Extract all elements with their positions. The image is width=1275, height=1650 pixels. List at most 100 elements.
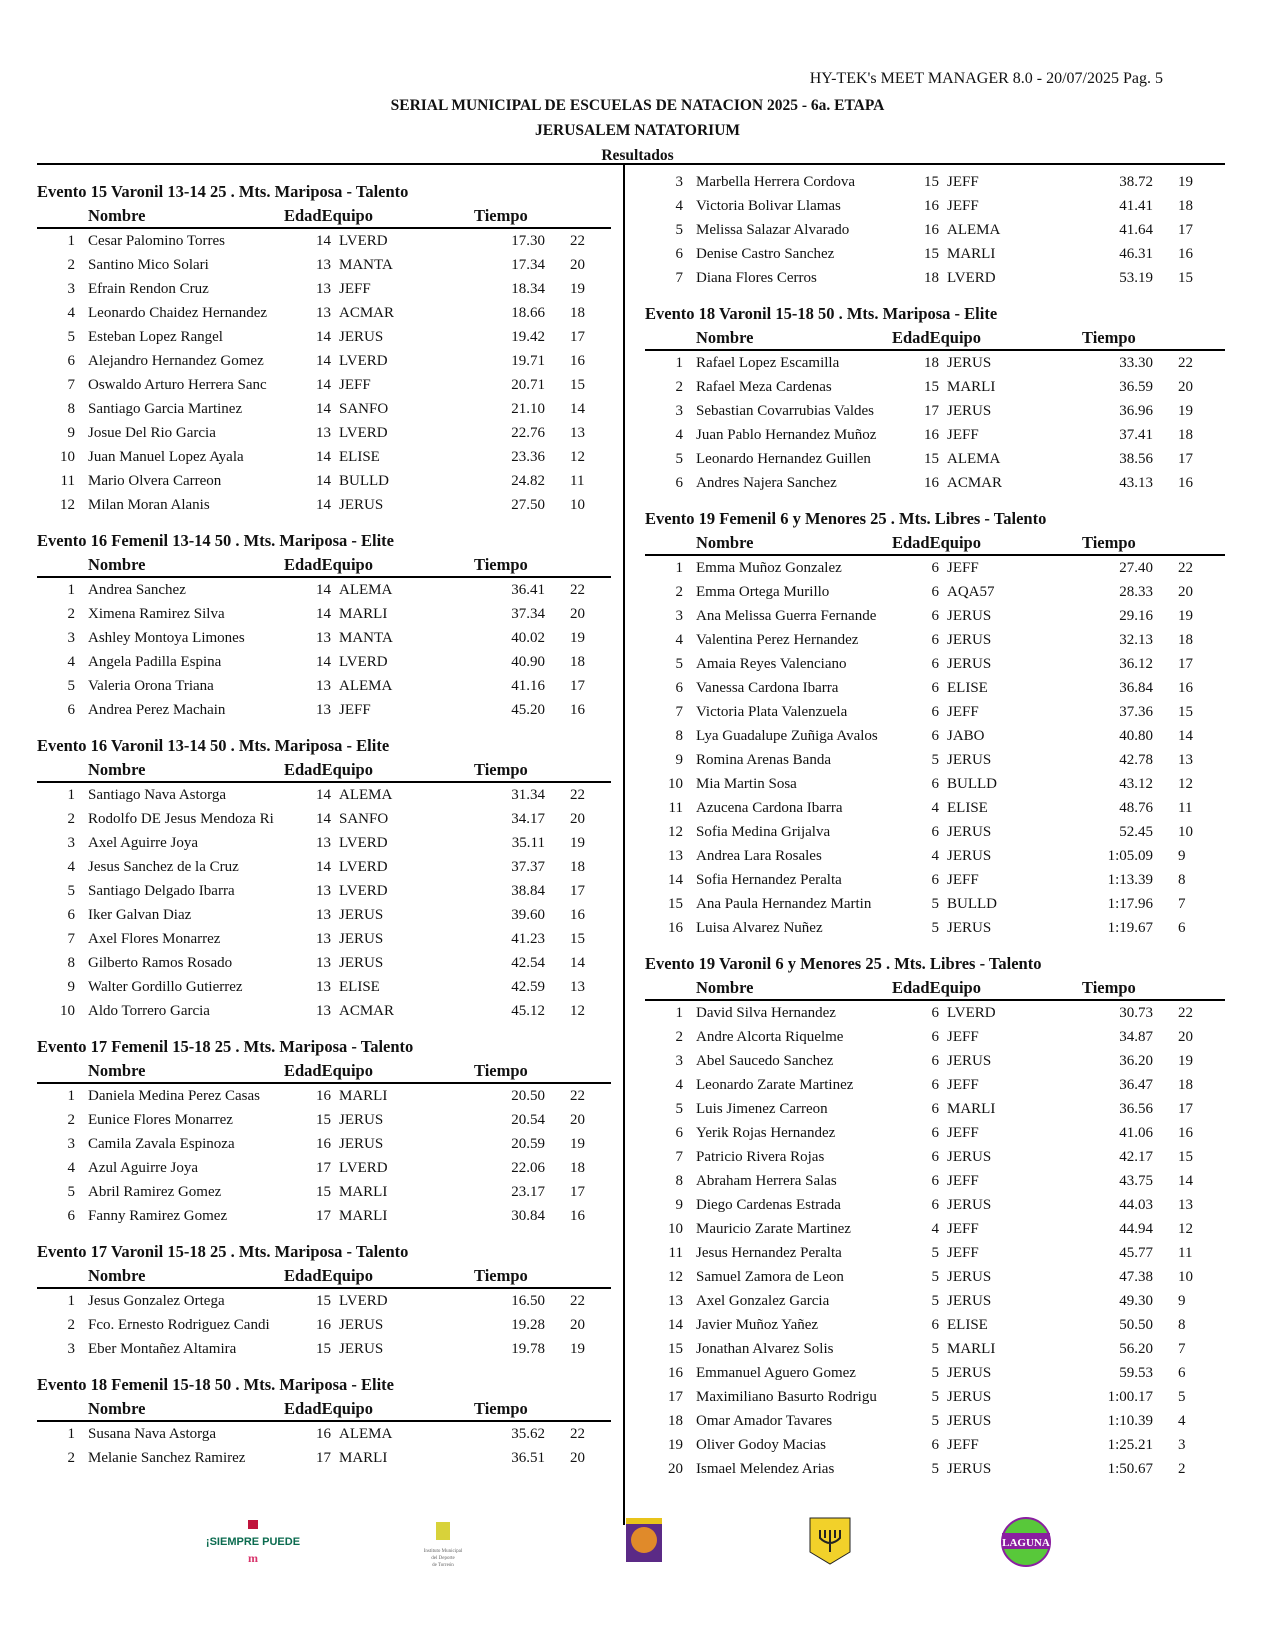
place: 12 bbox=[60, 497, 75, 513]
swimmer-name: Vanessa Cardona Ibarra bbox=[696, 680, 839, 696]
time: 32.13 bbox=[1119, 632, 1153, 648]
age: 6 bbox=[931, 632, 940, 648]
age: 14 bbox=[316, 787, 331, 803]
swimmer-name: Omar Amador Tavares bbox=[696, 1413, 833, 1429]
event-continuation: 3 Marbella Herrera Cordova 15 JEFF 38.72 19 4 V… bbox=[645, 170, 1225, 290]
header-tiempo: Tiempo bbox=[474, 206, 528, 225]
result-row: 2 Fco. Ernesto Rodriguez Candi 16 JERUS 19.2… bbox=[37, 1313, 611, 1337]
team: MARLI bbox=[947, 1101, 996, 1117]
team: JEFF bbox=[947, 174, 979, 190]
result-row: 2 Andre Alcorta Riquelme 6 JEFF 34.87 20 bbox=[645, 1025, 1225, 1049]
place: 15 bbox=[668, 896, 683, 912]
time: 16.50 bbox=[511, 1293, 545, 1309]
team: MARLI bbox=[947, 379, 996, 395]
place: 10 bbox=[60, 449, 75, 465]
header-tiempo: Tiempo bbox=[1082, 328, 1136, 347]
tigers-logo bbox=[626, 1518, 662, 1562]
swimmer-name: Yerik Rojas Hernandez bbox=[696, 1125, 836, 1141]
result-row: 2 Rafael Meza Cardenas 15 MARLI 36.59 20 bbox=[645, 375, 1225, 399]
time: 45.12 bbox=[511, 1003, 545, 1019]
team: JERUS bbox=[947, 1269, 992, 1285]
result-row: 8 Lya Guadalupe Zuñiga Avalos 6 JABO 40.80 14 bbox=[645, 724, 1225, 748]
time: 46.31 bbox=[1119, 246, 1153, 262]
swimmer-name: Valeria Orona Triana bbox=[88, 678, 214, 694]
age: 15 bbox=[924, 174, 939, 190]
result-row: 4 Jesus Sanchez de la Cruz 14 LVERD 37.37 18 bbox=[37, 855, 611, 879]
time: 27.50 bbox=[511, 497, 545, 513]
team: JEFF bbox=[947, 1221, 979, 1237]
age: 6 bbox=[931, 1029, 940, 1045]
swimmer-name: Oswaldo Arturo Herrera Sanc bbox=[88, 377, 267, 393]
team: JERUS bbox=[947, 1149, 992, 1165]
age: 16 bbox=[924, 222, 939, 238]
team: JEFF bbox=[947, 1173, 979, 1189]
time: 56.20 bbox=[1119, 1341, 1153, 1357]
result-row: 2 Santino Mico Solari 13 MANTA 17.34 20 bbox=[37, 253, 611, 277]
age: 4 bbox=[931, 800, 940, 816]
place: 8 bbox=[675, 728, 684, 744]
age: 5 bbox=[931, 752, 940, 768]
time: 22.76 bbox=[511, 425, 545, 441]
team: JERUS bbox=[947, 1413, 992, 1429]
header-nombre: Nombre bbox=[88, 206, 146, 225]
swimmer-name: Jesus Gonzalez Ortega bbox=[88, 1293, 225, 1309]
event-block: Evento 19 Femenil 6 y Menores 25 . Mts. … bbox=[645, 506, 1225, 940]
age: 13 bbox=[316, 425, 331, 441]
points: 20 bbox=[1178, 379, 1193, 395]
points: 19 bbox=[570, 281, 585, 297]
team: AQA57 bbox=[947, 584, 995, 600]
age: 13 bbox=[316, 305, 331, 321]
swimmer-name: Leonardo Chaidez Hernandez bbox=[88, 305, 268, 321]
svg-text:de Torreón: de Torreón bbox=[432, 1563, 454, 1568]
time: 40.02 bbox=[511, 630, 545, 646]
place: 13 bbox=[668, 848, 683, 864]
age: 14 bbox=[316, 606, 331, 622]
points: 4 bbox=[1178, 1413, 1186, 1429]
team: LVERD bbox=[339, 883, 388, 899]
age: 16 bbox=[924, 427, 939, 443]
event-block: Evento 15 Varonil 13-14 25 . Mts. Maripo… bbox=[37, 179, 611, 517]
result-row: 12 Sofia Medina Grijalva 6 JERUS 52.45 10 bbox=[645, 820, 1225, 844]
svg-text:m: m bbox=[248, 1551, 258, 1565]
time: 53.19 bbox=[1119, 270, 1153, 286]
time: 19.42 bbox=[511, 329, 545, 345]
place: 4 bbox=[67, 654, 76, 670]
time: 28.33 bbox=[1119, 584, 1153, 600]
age: 13 bbox=[316, 883, 331, 899]
place: 5 bbox=[675, 1101, 684, 1117]
column-header: Nombre EdadEquipo Tiempo bbox=[645, 326, 1225, 351]
swimmer-name: Sofia Medina Grijalva bbox=[696, 824, 831, 840]
time: 34.87 bbox=[1119, 1029, 1153, 1045]
header-edad-equipo: EdadEquipo bbox=[892, 533, 981, 552]
result-row: 1 Daniela Medina Perez Casas 16 MARLI 20.50 2… bbox=[37, 1084, 611, 1108]
team: MARLI bbox=[339, 1450, 388, 1466]
team: JERUS bbox=[947, 1197, 992, 1213]
result-row: 6 Vanessa Cardona Ibarra 6 ELISE 36.84 16 bbox=[645, 676, 1225, 700]
points: 17 bbox=[1178, 656, 1193, 672]
place: 14 bbox=[668, 1317, 683, 1333]
result-row: 4 Juan Pablo Hernandez Muñoz 16 JEFF 37.41 18 bbox=[645, 423, 1225, 447]
result-row: 3 Marbella Herrera Cordova 15 JEFF 38.72 19 bbox=[645, 170, 1225, 194]
time: 42.78 bbox=[1119, 752, 1153, 768]
points: 17 bbox=[570, 883, 585, 899]
time: 40.80 bbox=[1119, 728, 1153, 744]
result-row: 17 Maximiliano Basurto Rodrigu 5 JERUS 1:00.… bbox=[645, 1385, 1225, 1409]
team: ALEMA bbox=[339, 787, 393, 803]
age: 16 bbox=[316, 1426, 331, 1442]
result-row: 11 Mario Olvera Carreon 14 BULLD 24.82 11 bbox=[37, 469, 611, 493]
points: 19 bbox=[570, 1341, 585, 1357]
place: 3 bbox=[67, 281, 76, 297]
age: 6 bbox=[931, 1101, 940, 1117]
age: 13 bbox=[316, 955, 331, 971]
team: JEFF bbox=[339, 702, 371, 718]
team: ELISE bbox=[339, 449, 380, 465]
age: 14 bbox=[316, 401, 331, 417]
place: 4 bbox=[675, 427, 684, 443]
place: 5 bbox=[67, 678, 76, 694]
time: 19.28 bbox=[511, 1317, 545, 1333]
header-edad-equipo: EdadEquipo bbox=[892, 978, 981, 997]
result-row: 2 Eunice Flores Monarrez 15 JERUS 20.54 20 bbox=[37, 1108, 611, 1132]
result-row: 7 Oswaldo Arturo Herrera Sanc 14 JEFF 20.71 1… bbox=[37, 373, 611, 397]
team: LVERD bbox=[339, 353, 388, 369]
time: 59.53 bbox=[1119, 1365, 1153, 1381]
